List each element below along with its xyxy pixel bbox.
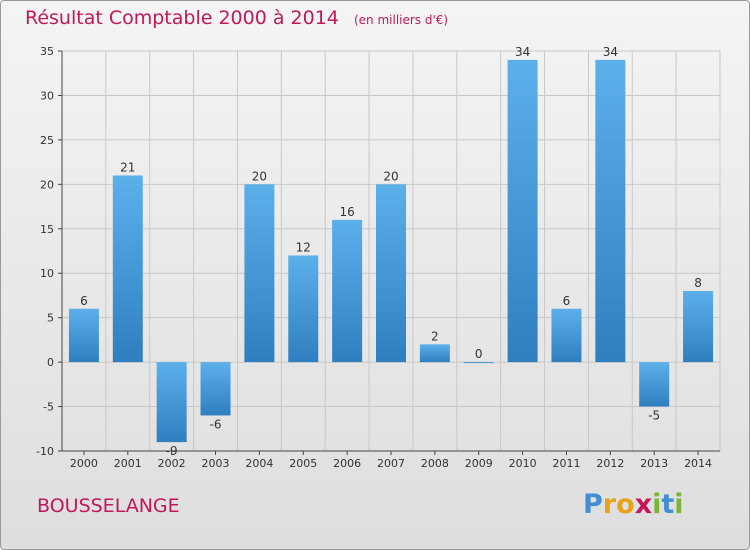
bar xyxy=(244,184,275,363)
bar xyxy=(463,362,494,364)
logo-letter: i xyxy=(652,489,662,520)
x-tick-label: 2008 xyxy=(421,457,449,470)
logo-letter: r xyxy=(602,489,617,520)
data-label: -5 xyxy=(648,409,660,423)
bar xyxy=(376,184,406,363)
x-tick-label: 2012 xyxy=(596,457,624,470)
bar xyxy=(639,362,670,407)
bar xyxy=(332,219,363,363)
logo-letter: i xyxy=(674,489,684,520)
y-tick-label: 15 xyxy=(40,223,54,236)
axes xyxy=(58,50,720,455)
chart-title-unit: (en milliers d'€) xyxy=(353,13,449,27)
x-tick-labels: 2000 2001 2002 2003 2004 2005 2006 2007 2008 2009… xyxy=(70,457,712,470)
logo-letter: x xyxy=(634,489,653,520)
bar xyxy=(683,291,714,363)
data-label: 2 xyxy=(431,329,439,343)
bar xyxy=(112,175,143,363)
data-label: 21 xyxy=(120,160,135,174)
bar xyxy=(507,59,538,363)
logo-letter: t xyxy=(661,489,675,520)
x-tick-label: 2003 xyxy=(202,457,230,470)
chart-title: Résultat Comptable 2000 à 2014 (en milli… xyxy=(25,7,448,29)
x-tick-label: 2000 xyxy=(70,457,98,470)
x-tick-label: 2001 xyxy=(114,457,142,470)
y-tick-label: 20 xyxy=(40,178,54,191)
data-label: -6 xyxy=(210,417,222,431)
x-tick-label: 2010 xyxy=(509,457,537,470)
data-label: 34 xyxy=(515,45,530,59)
bar xyxy=(419,344,450,363)
x-tick-label: 2011 xyxy=(552,457,580,470)
x-tick-label: 2006 xyxy=(333,457,361,470)
bar xyxy=(551,308,582,363)
y-tick-label: -5 xyxy=(43,401,54,414)
bar xyxy=(288,255,319,363)
data-label: 6 xyxy=(563,294,571,308)
data-label: -9 xyxy=(166,444,178,458)
y-tick-label: 35 xyxy=(40,45,54,58)
data-label: 20 xyxy=(252,169,267,183)
data-label: 16 xyxy=(339,205,354,219)
y-tick-labels: -10 -5 0 5 10 15 20 25 30 35 xyxy=(36,45,54,458)
x-tick-label: 2004 xyxy=(245,457,273,470)
x-tick-label: 2009 xyxy=(465,457,493,470)
commune-name: BOUSSELANGE xyxy=(37,495,180,517)
bar xyxy=(595,59,626,363)
bar xyxy=(156,362,187,443)
data-label: 6 xyxy=(80,294,88,308)
x-tick-label: 2014 xyxy=(684,457,712,470)
x-tick-label: 2005 xyxy=(289,457,317,470)
data-label: 34 xyxy=(603,45,618,59)
data-label: 20 xyxy=(383,169,398,183)
bars xyxy=(68,59,714,443)
bar xyxy=(68,308,99,363)
x-tick-label: 2007 xyxy=(377,457,405,470)
y-tick-label: 10 xyxy=(40,267,54,280)
y-tick-label: 30 xyxy=(40,89,54,102)
y-tick-label: 5 xyxy=(47,312,54,325)
y-tick-label: -10 xyxy=(36,445,54,458)
data-label: 0 xyxy=(475,347,483,361)
x-tick-label: 2002 xyxy=(158,457,186,470)
data-label: 8 xyxy=(694,276,702,290)
data-label: 12 xyxy=(296,240,311,254)
y-tick-label: 0 xyxy=(47,356,54,369)
y-tick-label: 25 xyxy=(40,134,54,147)
logo-letter: o xyxy=(616,489,635,520)
proxiti-logo: Proxiti xyxy=(583,489,684,520)
logo-letter: P xyxy=(583,489,603,520)
x-tick-label: 2013 xyxy=(640,457,668,470)
chart-title-main: Résultat Comptable 2000 à 2014 xyxy=(25,7,339,29)
bar xyxy=(200,362,231,416)
